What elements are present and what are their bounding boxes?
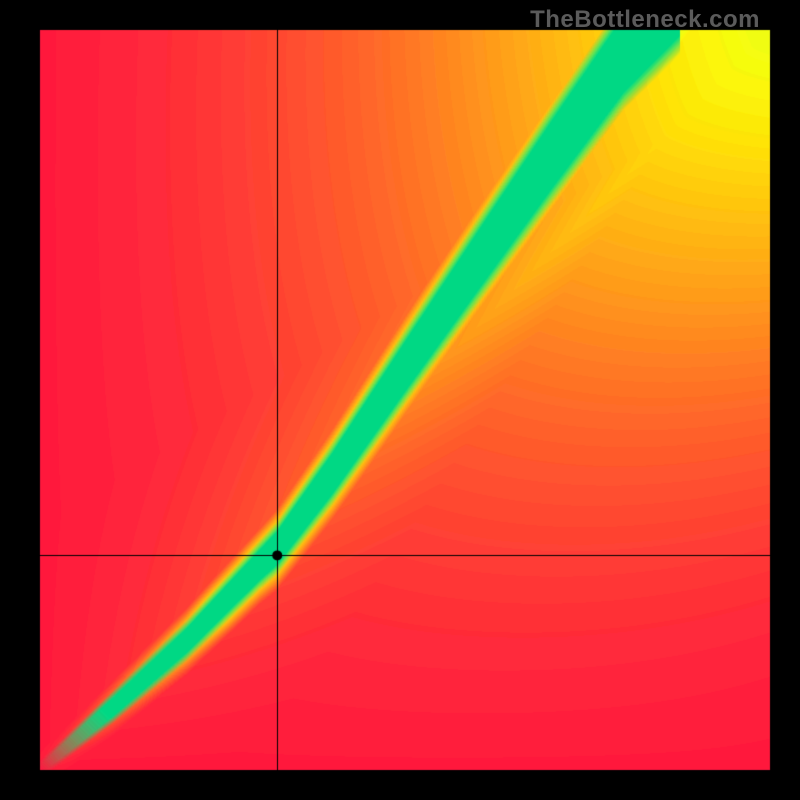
chart-container: TheBottleneck.com: [0, 0, 800, 800]
heatmap-canvas: [0, 0, 800, 800]
watermark-text: TheBottleneck.com: [530, 6, 760, 34]
